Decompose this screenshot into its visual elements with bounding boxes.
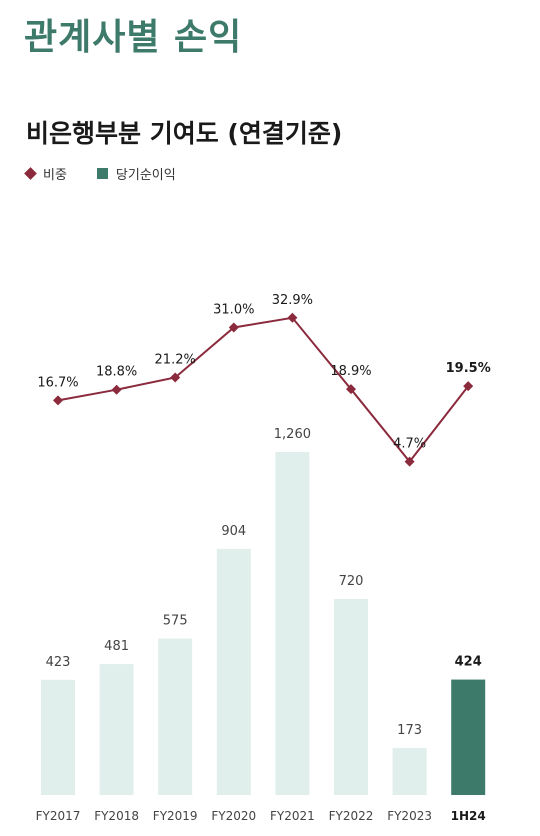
legend-label-profit: 당기순이익 [115,168,176,183]
ratio-value-label: 32.9% [272,293,313,308]
ratio-value-label: 18.9% [330,364,371,379]
bar [216,548,251,795]
bar [41,679,75,795]
page-title: 관계사별 손익 [24,17,243,58]
bar-value-label: 481 [104,639,129,654]
bar [334,599,368,795]
bar [392,747,427,795]
legend: 비중 당기순이익 [24,164,206,183]
ratio-point [111,384,122,395]
ratio-value-label: 31.0% [213,302,254,317]
bar-value-label: 423 [46,655,71,670]
ratio-value-label: 4.7% [393,437,426,452]
x-tick-label: 1H24 [451,809,486,823]
ratio-point [346,384,356,395]
legend-item-ratio: 비중 [24,164,67,183]
x-tick-label: FY2021 [270,809,315,823]
ratio-value-label: 16.7% [37,375,78,390]
bar-value-label: 173 [397,723,422,738]
bar [158,638,193,795]
bar [451,679,486,795]
x-tick-label: FY2017 [36,809,81,823]
bar [99,664,134,795]
chart-title: 비은행부분 기여도 (연결기준) [26,119,343,148]
bar-value-label: 575 [163,613,188,628]
legend-label-ratio: 비중 [43,168,67,183]
ratio-point [170,372,181,383]
bar [275,452,310,795]
x-tick-label: FY2018 [94,809,139,823]
x-tick-label: FY2019 [153,809,198,823]
ratio-point [287,312,298,323]
ratio-point [53,395,63,406]
legend-item-profit: 당기순이익 [96,164,176,183]
ratio-value-label: 18.8% [96,365,137,380]
x-tick-label: FY2022 [329,809,374,823]
ratio-line [57,316,469,464]
ratio-point [463,381,474,392]
ratio-point [228,322,239,333]
ratio-value-label: 21.2% [155,352,196,367]
ratio-value-label: 19.5% [446,361,491,376]
bar-value-label: 720 [339,574,364,589]
x-tick-label: FY2023 [387,809,432,823]
x-tick-label: FY2020 [211,809,256,823]
bar-value-label: 1,260 [274,427,311,442]
bar-value-label: 904 [221,524,246,539]
bar-value-label: 424 [455,655,482,670]
ratio-point [404,456,415,467]
square-icon [96,168,108,179]
